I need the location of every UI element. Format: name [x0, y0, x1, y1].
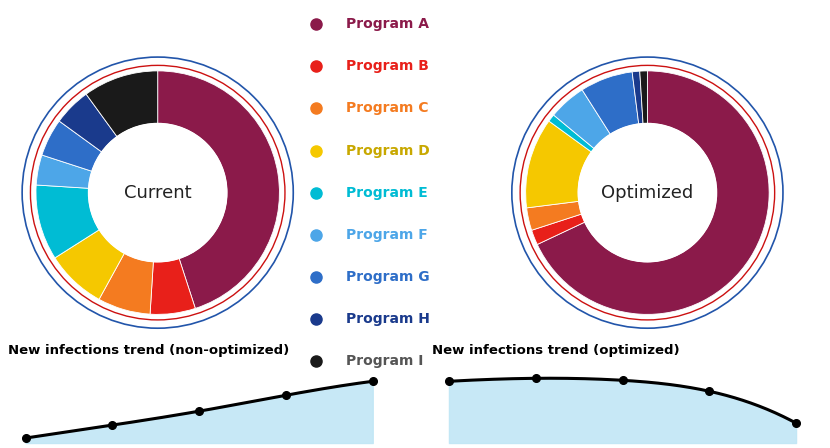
Text: Current: Current: [124, 184, 192, 202]
Wedge shape: [36, 185, 100, 258]
Text: Optimized: Optimized: [601, 184, 694, 202]
Wedge shape: [42, 121, 102, 171]
Wedge shape: [582, 72, 639, 134]
Text: Program B: Program B: [346, 59, 429, 73]
Wedge shape: [532, 214, 585, 245]
Text: Program H: Program H: [346, 312, 430, 326]
Wedge shape: [632, 71, 643, 124]
Text: Program I: Program I: [346, 354, 423, 368]
Text: Program E: Program E: [346, 186, 428, 200]
Wedge shape: [86, 71, 158, 137]
Wedge shape: [554, 90, 610, 149]
Circle shape: [89, 124, 227, 262]
Wedge shape: [150, 258, 195, 314]
Wedge shape: [526, 201, 582, 230]
Text: New infections trend (non-optimized): New infections trend (non-optimized): [8, 344, 290, 357]
Text: Program G: Program G: [346, 270, 430, 284]
Text: Program A: Program A: [346, 17, 429, 31]
Wedge shape: [37, 155, 92, 188]
Wedge shape: [158, 71, 280, 308]
Circle shape: [579, 124, 716, 262]
Wedge shape: [55, 230, 124, 299]
Wedge shape: [99, 253, 154, 314]
Text: Program D: Program D: [346, 144, 430, 158]
Wedge shape: [525, 121, 592, 208]
Wedge shape: [59, 94, 117, 152]
Wedge shape: [640, 71, 647, 124]
Text: Program F: Program F: [346, 228, 428, 242]
Wedge shape: [537, 71, 769, 314]
Wedge shape: [549, 115, 594, 152]
Text: Program C: Program C: [346, 102, 429, 116]
Text: New infections trend (optimized): New infections trend (optimized): [432, 344, 679, 357]
